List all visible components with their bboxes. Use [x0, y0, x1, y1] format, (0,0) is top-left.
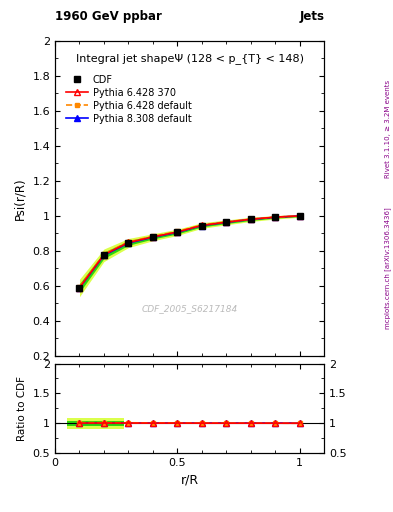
Text: Rivet 3.1.10, ≥ 3.2M events: Rivet 3.1.10, ≥ 3.2M events [385, 80, 391, 178]
Text: Integral jet shapeΨ (128 < p_{T} < 148): Integral jet shapeΨ (128 < p_{T} < 148) [75, 54, 304, 65]
Y-axis label: Psi(r/R): Psi(r/R) [14, 177, 27, 220]
Text: CDF_2005_S6217184: CDF_2005_S6217184 [141, 304, 238, 313]
Text: mcplots.cern.ch [arXiv:1306.3436]: mcplots.cern.ch [arXiv:1306.3436] [384, 207, 391, 329]
Text: Jets: Jets [299, 10, 324, 23]
X-axis label: r/R: r/R [180, 474, 199, 486]
Text: 1960 GeV ppbar: 1960 GeV ppbar [55, 10, 162, 23]
Legend: CDF, Pythia 6.428 370, Pythia 6.428 default, Pythia 8.308 default: CDF, Pythia 6.428 370, Pythia 6.428 defa… [62, 71, 195, 127]
Y-axis label: Ratio to CDF: Ratio to CDF [17, 376, 27, 441]
